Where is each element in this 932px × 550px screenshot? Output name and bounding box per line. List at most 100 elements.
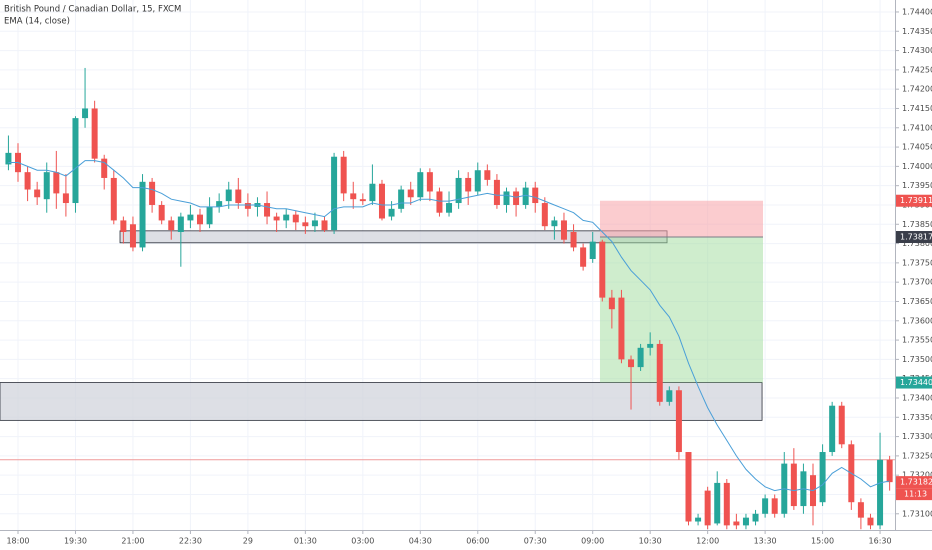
x-tick-label: 10:30: [639, 537, 662, 546]
y-tick-label: 1.73350: [902, 413, 932, 422]
candle-body: [378, 183, 385, 219]
y-tick-label: 1.74400: [902, 7, 932, 16]
candle-body: [206, 206, 213, 225]
chart-title: British Pound / Canadian Dollar, 15, FXC…: [4, 5, 181, 15]
y-tick-label: 1.73200: [902, 471, 932, 480]
candle-body: [24, 172, 31, 190]
candle-body: [82, 108, 89, 119]
candle-body: [656, 343, 663, 402]
y-tick-label: 1.73250: [902, 451, 932, 460]
y-tick-label: 1.74200: [902, 85, 932, 94]
price-tag-label: 1.73440: [900, 378, 932, 387]
x-tick-label: 01:30: [294, 537, 317, 546]
x-tick-label: 29: [243, 537, 253, 546]
candle-body: [560, 220, 567, 240]
indicator-label: EMA (14, close): [4, 17, 70, 27]
candle-body: [877, 459, 884, 526]
candle-body: [714, 482, 721, 524]
y-tick-label: 1.73700: [902, 278, 932, 287]
candle-body: [264, 203, 271, 217]
x-tick-label: 09:00: [581, 537, 604, 546]
y-tick-label: 1.73400: [902, 393, 932, 402]
y-tick-label: 1.74300: [902, 46, 932, 55]
y-tick-label: 1.74050: [902, 143, 932, 152]
candle-body: [589, 241, 596, 260]
zones: [0, 200, 895, 461]
candle-body: [570, 231, 577, 248]
stop-zone: [599, 200, 764, 238]
price-tag: [896, 376, 932, 389]
y-tick-label: 1.73950: [902, 181, 932, 190]
candle-body: [762, 498, 769, 514]
candle-body: [283, 214, 290, 221]
countdown-tag: [896, 488, 932, 501]
candle-body: [369, 183, 376, 202]
candle-body: [752, 513, 759, 522]
candle-body: [139, 181, 146, 248]
candle-body: [388, 208, 395, 217]
y-tick-label: 1.74350: [902, 27, 932, 36]
candle-body: [426, 172, 433, 192]
candle-body: [5, 152, 12, 165]
candle-body: [311, 220, 318, 227]
candle-body: [359, 199, 366, 202]
y-tick-label: 1.73500: [902, 355, 932, 364]
price-tag-label: 1.73182: [900, 478, 932, 487]
candle-body: [628, 359, 635, 368]
x-tick-label: 13:30: [754, 537, 777, 546]
candle-body: [742, 517, 749, 526]
y-tick-label: 1.73750: [902, 258, 932, 267]
y-tick-label: 1.73650: [902, 297, 932, 306]
candle-body: [599, 241, 606, 298]
x-tick-label: 12:00: [696, 537, 719, 546]
candle-body: [723, 482, 730, 526]
candle-body: [695, 517, 702, 522]
candle-body: [685, 452, 692, 522]
candle-body: [72, 118, 79, 204]
candle-body: [829, 405, 836, 453]
x-tick-label: 04:30: [409, 537, 432, 546]
candle-body: [790, 463, 797, 507]
candle-body: [493, 179, 500, 205]
ema-line: [8, 160, 890, 492]
price-tag: [896, 231, 932, 244]
candle-body: [321, 220, 328, 231]
candle-body: [101, 158, 108, 178]
y-tick-label: 1.73100: [902, 509, 932, 518]
price-tag-label: 1.73817: [900, 233, 932, 242]
candle-body: [302, 222, 309, 227]
y-tick-label: 1.73550: [902, 336, 932, 345]
x-tick-label: 15:00: [811, 537, 834, 546]
candle-body: [465, 177, 472, 192]
x-tick-label: 07:30: [524, 537, 547, 546]
price-tag: [896, 476, 932, 489]
candle-body: [666, 390, 673, 402]
candle-body: [350, 193, 357, 200]
candle-body: [225, 189, 232, 202]
candle-body: [62, 193, 69, 204]
candle-body: [196, 214, 203, 225]
candle-body: [273, 216, 280, 221]
candle-body: [244, 203, 251, 209]
candle-body: [110, 177, 117, 221]
countdown-label: 11:13: [904, 490, 927, 499]
candle-body: [704, 490, 711, 526]
candle-body: [168, 220, 175, 231]
y-tick-label: 1.74150: [902, 104, 932, 113]
candle-body: [541, 203, 548, 227]
candle-body: [158, 204, 165, 221]
price-tag-label: 1.73911: [900, 196, 932, 205]
x-tick-label: 21:00: [121, 537, 144, 546]
candle-body: [398, 189, 405, 209]
y-tick-label: 1.74250: [902, 65, 932, 74]
candle-body: [53, 172, 60, 194]
price-tag: [896, 194, 932, 207]
candle-body: [187, 214, 194, 221]
candle-body: [436, 191, 443, 213]
candle-body: [91, 108, 98, 159]
target-zone: [599, 237, 764, 383]
candle-body: [771, 498, 778, 514]
x-tick-label: 16:30: [869, 537, 892, 546]
candle-body: [216, 201, 223, 207]
